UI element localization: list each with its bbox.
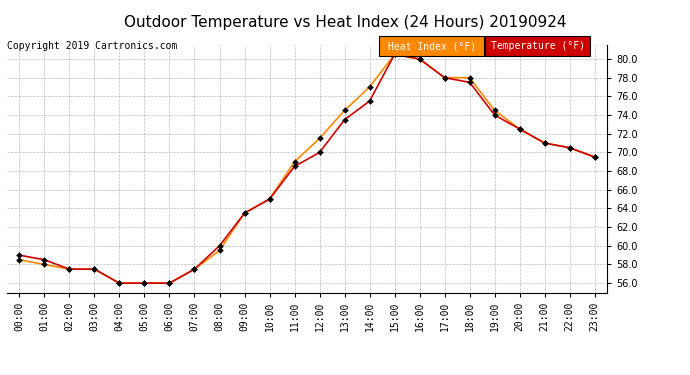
Text: Heat Index (°F): Heat Index (°F) [388, 41, 475, 51]
Text: Copyright 2019 Cartronics.com: Copyright 2019 Cartronics.com [7, 41, 177, 51]
FancyBboxPatch shape [379, 36, 484, 56]
FancyBboxPatch shape [485, 36, 591, 56]
Text: Temperature (°F): Temperature (°F) [491, 41, 585, 51]
Text: Outdoor Temperature vs Heat Index (24 Hours) 20190924: Outdoor Temperature vs Heat Index (24 Ho… [124, 15, 566, 30]
